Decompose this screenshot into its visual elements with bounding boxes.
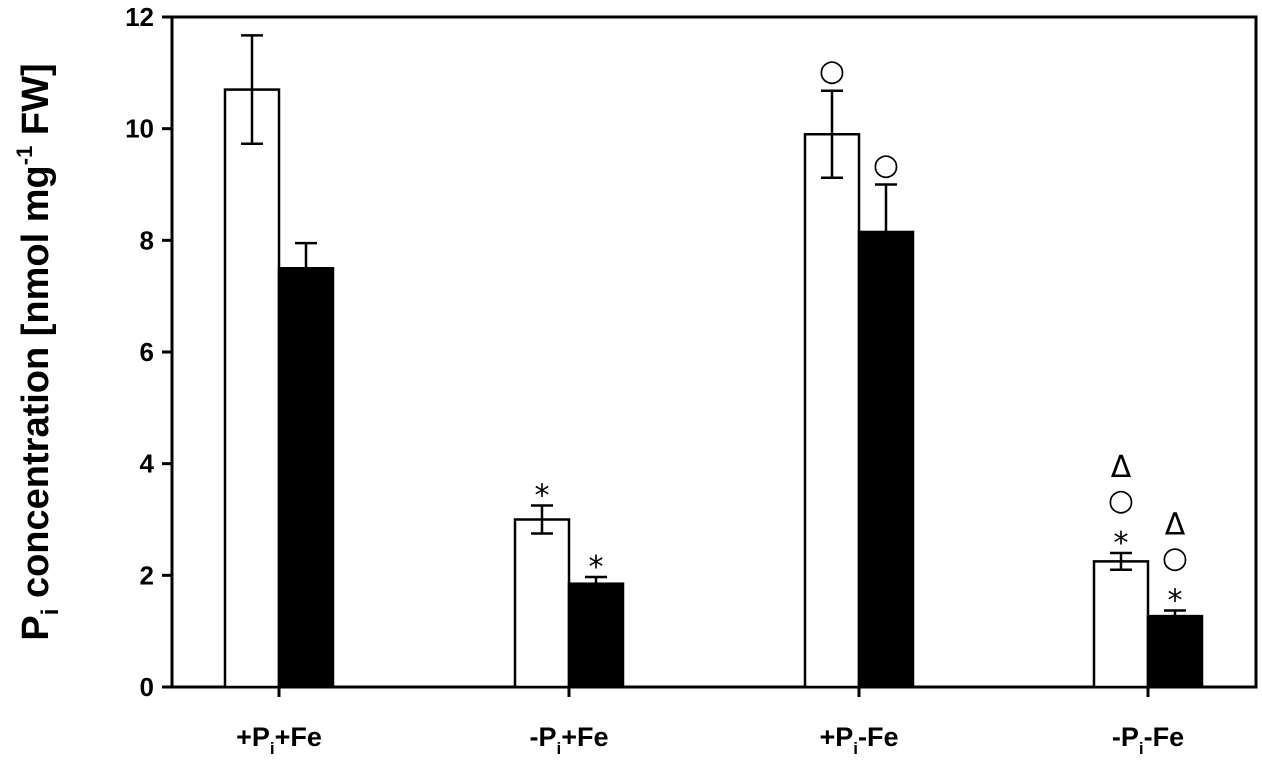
- x-category-label-post: +Fe: [561, 722, 608, 752]
- significance-marker: ○: [1162, 541, 1188, 576]
- x-category-label-sub: i: [270, 739, 275, 758]
- y-tick-label: 6: [140, 337, 154, 367]
- y-tick-label: 8: [140, 225, 154, 255]
- x-category-label-pre: -P: [1112, 722, 1139, 752]
- x-category-label-pre: -P: [529, 722, 556, 752]
- y-axis-label-rest: concentration [nmol mg: [15, 165, 57, 608]
- y-tick-label: 12: [125, 2, 154, 32]
- significance-marker: ○: [819, 54, 845, 89]
- bar: [1146, 614, 1204, 689]
- y-axis-label-sup: -1: [12, 146, 37, 166]
- x-category-label-pre: +P: [236, 722, 270, 752]
- y-axis-label-main: P: [15, 615, 57, 640]
- x-category-label: +Pi+Fe: [236, 722, 322, 758]
- significance-marker: ○: [873, 148, 899, 183]
- significance-marker: *: [589, 550, 604, 585]
- significance-marker: Δ: [1111, 450, 1132, 485]
- y-axis-label: Pi concentration [nmol mg-1 FW]: [12, 63, 64, 640]
- bar: [277, 267, 335, 689]
- x-category-label: -Pi+Fe: [529, 722, 608, 758]
- x-category-label-post: -Fe: [1144, 722, 1185, 752]
- x-category-label-sub: i: [1139, 739, 1144, 758]
- x-category-label-sub: i: [853, 739, 858, 758]
- bar: [513, 518, 571, 689]
- significance-marker: Δ: [1165, 508, 1186, 543]
- y-tick-label: 0: [140, 672, 154, 702]
- axis-layer: [162, 15, 1258, 697]
- y-axis-label-end: FW]: [15, 63, 57, 145]
- significance-marker: *: [535, 479, 550, 514]
- bar: [1092, 560, 1150, 689]
- y-axis-label-sub: i: [37, 609, 64, 616]
- significance-marker: *: [1168, 584, 1183, 619]
- labels-layer: 0 2 4 6 8 10 12 Pi concentration [nmol mg-1 FW]…: [12, 2, 1188, 758]
- significance-marker: ○: [1108, 483, 1134, 518]
- bar: [567, 582, 625, 689]
- bar: [857, 230, 915, 689]
- bar: [223, 88, 281, 689]
- significance-marker: *: [1114, 526, 1129, 561]
- x-category-label-post: -Fe: [858, 722, 899, 752]
- y-tick-label: 10: [125, 114, 154, 144]
- x-category-label-post: +Fe: [275, 722, 322, 752]
- x-category-label: +Pi-Fe: [819, 722, 898, 758]
- y-tick-label: 4: [140, 449, 155, 479]
- x-category-label-pre: +P: [819, 722, 853, 752]
- bars-layer: [223, 34, 1204, 689]
- bar: [803, 133, 861, 689]
- y-tick-label: 2: [140, 560, 154, 590]
- x-category-label: -Pi-Fe: [1112, 722, 1184, 758]
- x-category-label-sub: i: [556, 739, 561, 758]
